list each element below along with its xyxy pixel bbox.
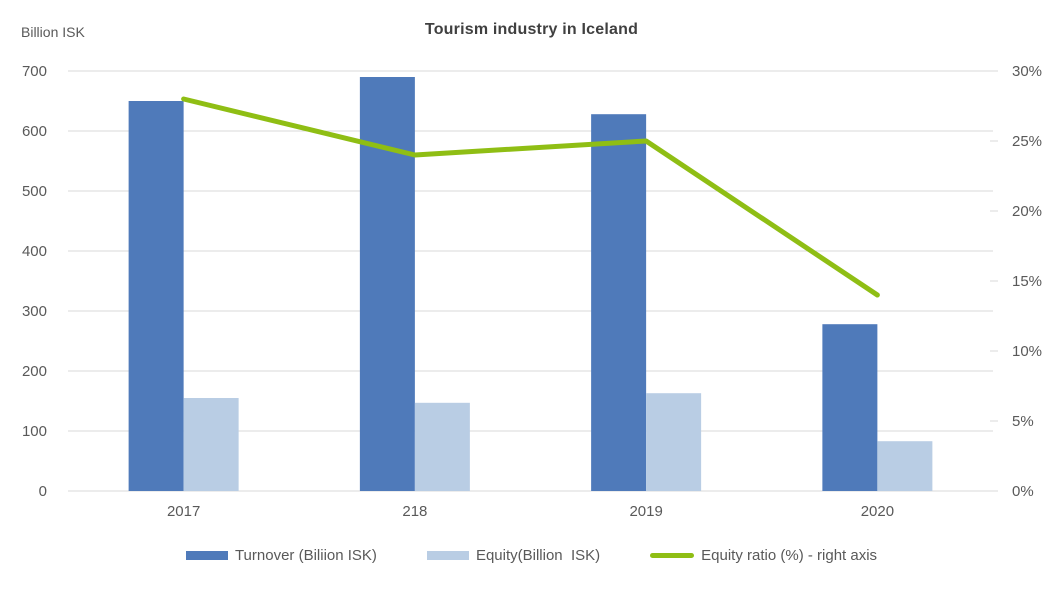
left-axis-tick-label: 300: [22, 303, 47, 320]
chart-title: Tourism industry in Iceland: [424, 21, 639, 38]
equity-swatch-icon: [426, 551, 469, 560]
left-axis-tick-label: 700: [22, 63, 47, 80]
bar: [591, 114, 647, 491]
bar: [183, 398, 239, 491]
equity-ratio-line: [181, 96, 880, 298]
x-axis-category-label: 218: [402, 503, 427, 520]
turnover-swatch-icon: [185, 551, 228, 560]
left-axis-tick-label: 600: [22, 123, 47, 140]
x-axis-category-label: 2020: [861, 503, 894, 520]
bar: [877, 441, 933, 491]
bar: [414, 402, 470, 491]
right-axis-tick-label: 15%: [1012, 273, 1042, 290]
plot-area: 0 100 200 300 400 500 600 700 0% 5% 10% 15% 20% 25% 30…: [22, 63, 1042, 520]
x-axis-category-label: 2017: [167, 503, 200, 520]
right-axis-tick-label: 5%: [1012, 413, 1034, 430]
left-axis-tick-label: 100: [22, 423, 47, 440]
right-axis-tick-label: 20%: [1012, 203, 1042, 220]
equity-ratio-line-swatch-icon: [650, 553, 695, 558]
legend-label-equity: Equity(Billion ISK): [475, 547, 601, 564]
bar: [646, 393, 702, 491]
left-axis-tick-label: 400: [22, 243, 47, 260]
legend-label-equity-ratio: Equity ratio (%) - right axis: [701, 547, 878, 564]
right-axis-tick-label: 0%: [1012, 483, 1034, 500]
bar: [822, 324, 878, 491]
legend-label-turnover: Turnover (Biliion ISK): [234, 547, 377, 564]
x-axis-category-label: 2019: [629, 503, 662, 520]
bar: [128, 101, 184, 491]
right-axis-tick-label: 30%: [1012, 63, 1042, 80]
right-axis-tick-label: 10%: [1012, 343, 1042, 360]
legend-item-equity-ratio: Equity ratio (%) - right axis: [650, 547, 877, 564]
legend-item-equity: Equity(Billion ISK): [426, 547, 601, 564]
right-axis-tick-label: 25%: [1012, 133, 1042, 150]
legend: Turnover (Biliion ISK) Equity(Billion IS…: [0, 547, 1063, 564]
left-axis-title: Billion ISK: [21, 24, 85, 40]
bar: [359, 77, 415, 491]
legend-item-turnover: Turnover (Biliion ISK): [185, 547, 377, 564]
left-axis-tick-label: 200: [22, 363, 47, 380]
left-axis-tick-label: 500: [22, 183, 47, 200]
left-axis-tick-label: 0: [39, 483, 47, 500]
